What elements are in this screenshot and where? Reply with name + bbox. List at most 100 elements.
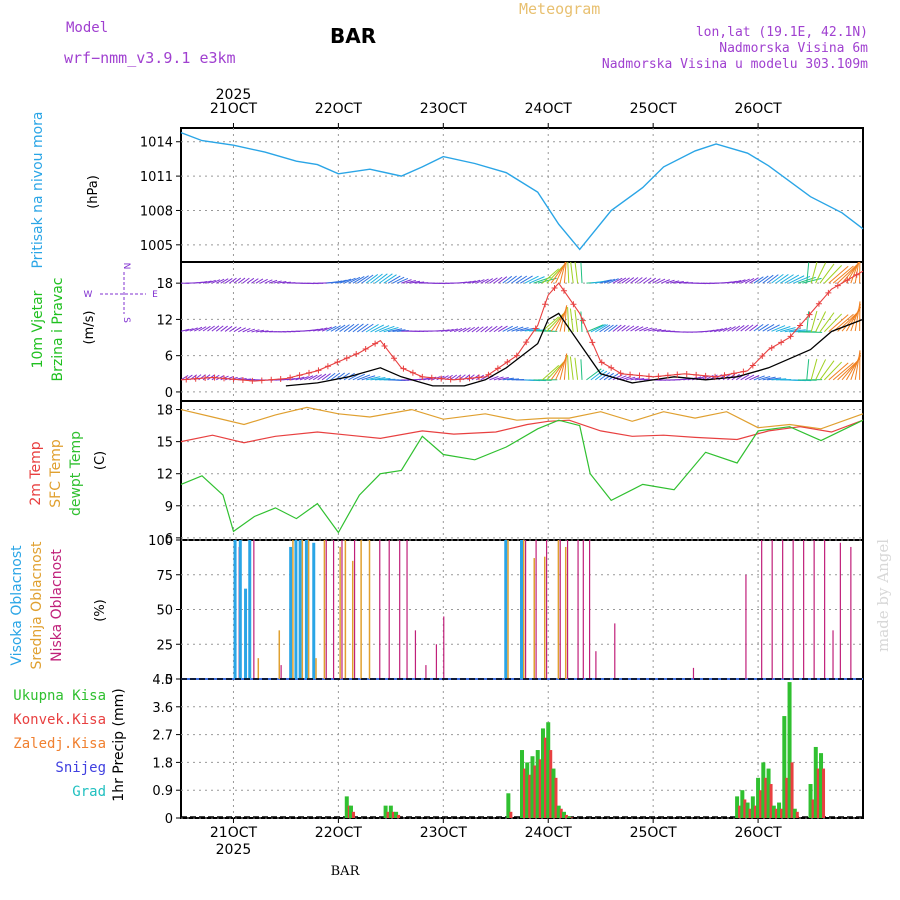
wind-barb [181, 374, 189, 381]
temperature-panel: 6 9 12 15 18 [156, 400, 864, 547]
wind-barb [559, 305, 568, 332]
precip-ytick-label: 3.6 [152, 701, 173, 716]
wind-barb [374, 377, 391, 381]
wind-speed-marker [343, 355, 350, 362]
wind-barb [312, 374, 322, 381]
precip-conv-bar [795, 811, 799, 818]
cloud-low-bar [771, 540, 773, 679]
wind-barb [453, 374, 462, 381]
wind-barb [229, 326, 237, 332]
wind-barb [563, 305, 568, 332]
wind-speed-marker [532, 325, 539, 332]
wind-speed-marker [721, 372, 728, 379]
footer-station: BAR [331, 864, 361, 879]
wind-barb [480, 278, 489, 284]
cloud-low-bar [824, 540, 826, 679]
wind-barb [352, 323, 364, 333]
wind-barb [321, 326, 333, 332]
wind-speed-marker [645, 373, 652, 380]
wind-barb [819, 312, 835, 333]
wind-speed-marker [683, 371, 690, 378]
wind-speed-marker [542, 301, 549, 308]
wind-axis-title: 10m Vjetar [30, 290, 46, 368]
wind-barb [775, 273, 789, 284]
wind-barb [370, 377, 386, 381]
wind-speed-marker [447, 376, 454, 383]
wind-barb [647, 328, 658, 332]
wind-barb [489, 375, 499, 381]
precip-conv-bar [397, 814, 401, 818]
wind-barb [458, 327, 467, 333]
wind-barb [462, 280, 472, 284]
wind-speed-marker [485, 371, 492, 378]
wind-barb [731, 280, 742, 284]
wind-barb [567, 262, 570, 284]
wind-barb [586, 324, 604, 333]
cloud-mid-bar [368, 540, 371, 679]
cloud-mid-bar [533, 558, 535, 679]
wind-barb [202, 374, 211, 381]
wind-barb [365, 376, 381, 381]
compass-s: S [121, 317, 131, 323]
compass-arrows [100, 272, 146, 314]
cloud-ytick-label: 0 [165, 673, 173, 688]
precip-total-bar [388, 805, 393, 818]
cloud-low-bar [566, 540, 569, 679]
wind-speed-marker [664, 372, 671, 379]
wind-barb [242, 327, 251, 333]
cloud-low-bar [595, 651, 597, 679]
temperature-ytick-label: 12 [156, 468, 173, 483]
cloud-mid-bar [557, 540, 560, 679]
cloud-low-bar [589, 540, 591, 679]
precip-conv-bar [774, 808, 778, 818]
precip-conv-bar [811, 799, 815, 818]
wind-barb [268, 279, 278, 284]
model-name: wrf−nmm_v3.9.1 e3km [64, 49, 236, 67]
wind-barb [854, 262, 860, 284]
wind-speed-marker [211, 374, 218, 381]
wind-speed-marker [617, 370, 624, 377]
wind-barb [634, 378, 645, 381]
wind-barb [762, 376, 776, 381]
wind-barb [361, 323, 374, 333]
wind-barb [335, 279, 347, 284]
temp-axis-title-2: dewpt Temp [68, 431, 84, 516]
precip-conv-bar [533, 765, 537, 818]
precip-total-bar [506, 793, 511, 818]
wind-barb [727, 326, 736, 332]
wind-barb [709, 328, 719, 333]
wind-barb [563, 353, 568, 380]
precip-ytick-label: 0.9 [152, 784, 173, 799]
wind-barb [317, 327, 328, 332]
wind-barb [753, 323, 764, 332]
bottom-date-label: 25OCT [630, 825, 678, 841]
cloud-mid-bar [344, 540, 347, 679]
precip-total-bar [750, 796, 755, 818]
wind-barb [194, 326, 203, 332]
wind-barb [326, 325, 337, 332]
year-top-label: 2025 [216, 87, 252, 103]
cloud-low-bar [792, 540, 794, 679]
wind-barb [625, 325, 635, 332]
wind-barb [198, 326, 207, 332]
wind-speed-marker [277, 376, 284, 383]
wind-barb [471, 279, 481, 284]
precip-total-bar [383, 805, 388, 818]
wind-barb [590, 324, 606, 333]
cloud-ytick-label: 25 [156, 638, 173, 653]
precip-conv-bar [549, 750, 553, 818]
wind-barb [616, 324, 626, 332]
wind-barb [524, 328, 541, 332]
wind-barb [617, 277, 627, 284]
cloud-low-bar [545, 540, 548, 679]
precip-total-bar [540, 728, 545, 818]
cloud-ytick-label: 100 [148, 534, 173, 549]
wind-barb [506, 326, 519, 332]
precip-total-bar [777, 802, 782, 818]
wind-barb [832, 265, 854, 284]
wind-barb [643, 277, 652, 284]
wind-barb [810, 262, 818, 284]
wind-barb [242, 277, 250, 284]
wind-barb [670, 280, 680, 284]
precip-total-bar [782, 716, 787, 818]
